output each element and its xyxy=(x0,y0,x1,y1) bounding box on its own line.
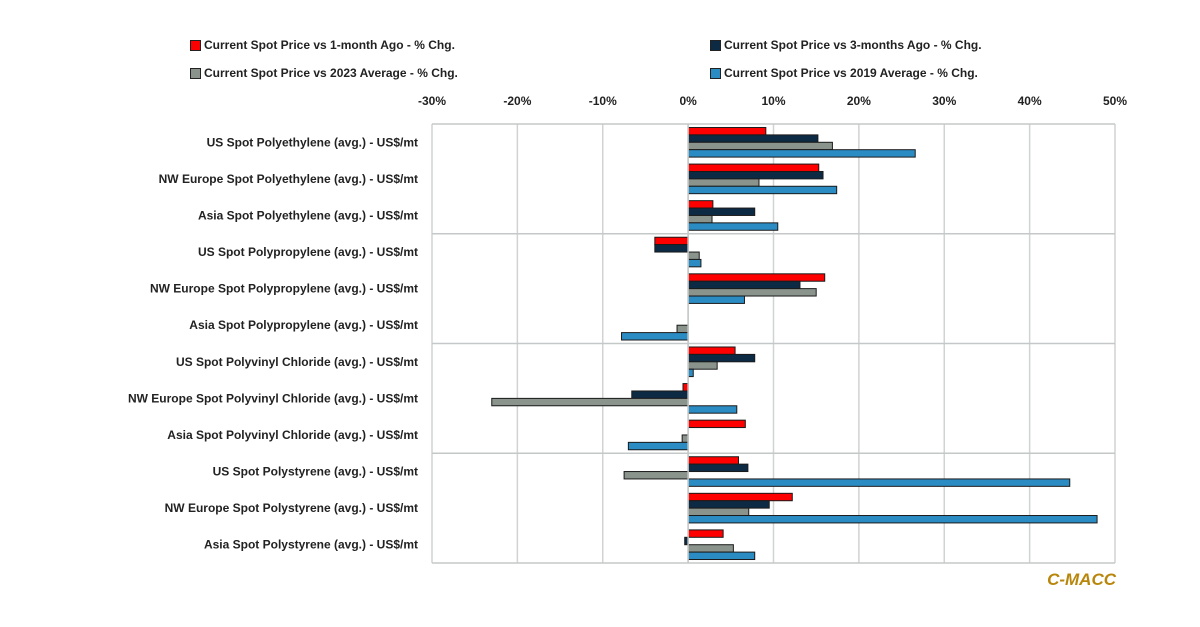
bar xyxy=(687,463,749,473)
category-label: Asia Spot Polystyrene (avg.) - US$/mt xyxy=(204,538,418,552)
legend-swatch xyxy=(190,39,201,51)
x-tick-label: 10% xyxy=(761,94,785,108)
category-label: US Spot Polystyrene (avg.) - US$/mt xyxy=(213,465,418,479)
x-tick-label: 20% xyxy=(847,94,871,108)
x-tick-label: -30% xyxy=(418,94,446,108)
legend-item-2019-avg: Current Spot Price vs 2019 Average - % C… xyxy=(710,66,978,80)
legend-label: Current Spot Price vs 1-month Ago - % Ch… xyxy=(204,38,455,52)
bar xyxy=(687,346,736,355)
bar xyxy=(687,222,779,231)
bar xyxy=(627,441,689,451)
bar xyxy=(682,383,689,392)
bar xyxy=(687,500,770,509)
legend-swatch xyxy=(710,39,721,51)
bar xyxy=(687,178,760,187)
bar xyxy=(687,273,826,282)
bar xyxy=(687,149,916,158)
bar xyxy=(631,390,689,399)
bar xyxy=(687,258,702,268)
bar xyxy=(687,141,833,151)
category-label: NW Europe Spot Polyvinyl Chloride (avg.)… xyxy=(128,391,418,405)
x-tick-label: -10% xyxy=(589,94,617,108)
bar xyxy=(687,551,756,561)
legend-item-1-month: Current Spot Price vs 1-month Ago - % Ch… xyxy=(190,38,455,52)
bar xyxy=(687,507,750,517)
bar xyxy=(687,288,817,297)
legend-label: Current Spot Price vs 3-months Ago - % C… xyxy=(724,38,982,52)
bar xyxy=(687,134,819,143)
legend-swatch xyxy=(710,67,721,79)
bar xyxy=(687,280,801,290)
bar xyxy=(654,236,689,246)
category-label: Asia Spot Polyvinyl Chloride (avg.) - US… xyxy=(167,428,418,442)
bar xyxy=(687,492,793,502)
bar xyxy=(687,126,767,136)
bar xyxy=(687,170,824,180)
bar xyxy=(687,361,718,370)
bar xyxy=(687,214,713,224)
legend-label: Current Spot Price vs 2019 Average - % C… xyxy=(724,66,978,80)
bar xyxy=(687,251,700,260)
category-label: Asia Spot Polypropylene (avg.) - US$/mt xyxy=(189,318,418,332)
legend-item-3-months: Current Spot Price vs 3-months Ago - % C… xyxy=(710,38,982,52)
category-label: NW Europe Spot Polyethylene (avg.) - US$… xyxy=(159,172,418,186)
bar xyxy=(687,515,1098,524)
category-label: NW Europe Spot Polypropylene (avg.) - US… xyxy=(150,282,418,296)
x-tick-label: 50% xyxy=(1103,94,1127,108)
category-label: Asia Spot Polyethylene (avg.) - US$/mt xyxy=(198,208,418,222)
bar xyxy=(676,324,689,334)
bar xyxy=(687,368,694,378)
category-label: US Spot Polypropylene (avg.) - US$/mt xyxy=(198,245,418,259)
bar xyxy=(687,544,734,553)
bar xyxy=(687,207,756,216)
bar xyxy=(621,332,689,341)
bar xyxy=(687,529,724,538)
x-tick-label: 40% xyxy=(1018,94,1042,108)
bar xyxy=(687,163,820,172)
bar xyxy=(687,200,714,209)
legend-item-2023-avg: Current Spot Price vs 2023 Average - % C… xyxy=(190,66,458,80)
category-label: US Spot Polyvinyl Chloride (avg.) - US$/… xyxy=(176,355,418,369)
bar xyxy=(687,185,838,195)
x-tick-label: 30% xyxy=(932,94,956,108)
bar xyxy=(687,405,738,414)
x-tick-label: -20% xyxy=(503,94,531,108)
bar xyxy=(623,471,689,480)
category-label: US Spot Polyethylene (avg.) - US$/mt xyxy=(207,135,418,149)
legend-swatch xyxy=(190,67,201,79)
bar xyxy=(491,397,689,407)
bar xyxy=(681,434,689,443)
category-label: NW Europe Spot Polystyrene (avg.) - US$/… xyxy=(165,501,418,515)
bar xyxy=(687,353,756,363)
bar xyxy=(687,456,739,465)
bar xyxy=(687,295,745,304)
bar xyxy=(654,244,689,253)
bar xyxy=(687,419,746,429)
legend-label: Current Spot Price vs 2023 Average - % C… xyxy=(204,66,458,80)
bar xyxy=(687,478,1071,487)
brand-logo: C-MACC xyxy=(1047,570,1116,589)
x-tick-label: 0% xyxy=(679,94,697,108)
